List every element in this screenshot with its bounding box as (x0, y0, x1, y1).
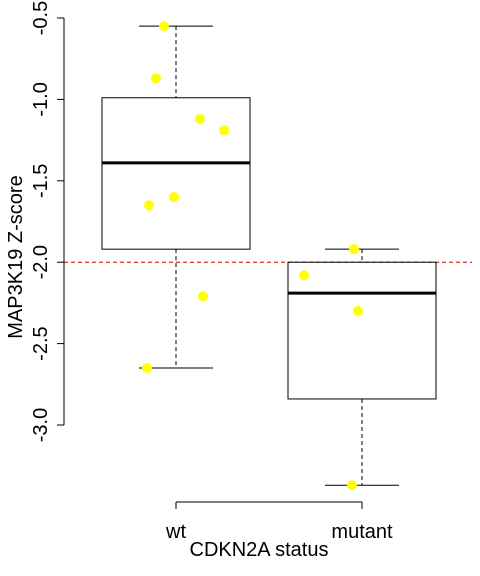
y-axis: -0.5 -1.0 -1.5 -2.0 -2.5 -3.0 (30, 1, 65, 442)
data-point (198, 291, 208, 302)
data-point (159, 21, 169, 32)
data-point (195, 113, 205, 124)
box-group-wt (101, 25, 251, 369)
box-iqr (101, 97, 251, 250)
data-point (169, 192, 179, 203)
data-point (151, 73, 161, 84)
data-point (349, 244, 359, 255)
y-tick-label: -3.0 (30, 408, 52, 442)
y-tick-label: -2.5 (30, 326, 52, 360)
y-tick-label: -0.5 (30, 1, 52, 35)
x-tick-label: wt (165, 521, 186, 543)
box-group-mutant (287, 248, 437, 486)
box-iqr (287, 261, 437, 400)
points-layer (142, 21, 363, 491)
y-tick-label: -1.5 (30, 164, 52, 198)
x-tick-label: mutant (331, 521, 393, 543)
x-axis: wt mutant (165, 501, 393, 543)
data-point (299, 270, 309, 281)
boxes-layer (101, 25, 437, 486)
y-tick-label: -2.0 (30, 245, 52, 279)
y-tick-label: -1.0 (30, 82, 52, 116)
x-axis-title: CDKN2A status (190, 539, 329, 561)
y-axis-title: MAP3K19 Z-score (5, 175, 27, 338)
data-point (353, 306, 363, 317)
data-point (219, 125, 229, 136)
data-point (347, 480, 357, 491)
data-point (142, 363, 152, 374)
data-point (144, 200, 154, 211)
